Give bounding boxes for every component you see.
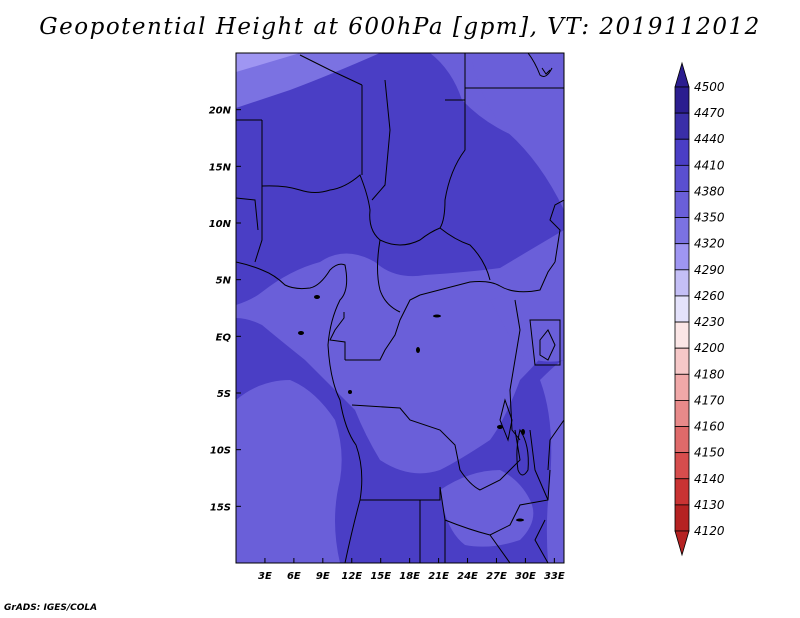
y-tick-label: 15N [209,162,232,173]
colorbar-label: 4440 [694,132,725,146]
grads-credit: GrADS: IGES/COLA [4,603,98,613]
colorbar-swatch [674,400,690,427]
map-frame [235,52,565,564]
band-4380-central [236,230,564,474]
colorbar-swatch [674,321,690,349]
band-4380-southeast [440,470,534,547]
y-tick-label: 5N [216,276,232,287]
y-tick-label: EQ [216,332,232,343]
colorbar-label: 4380 [694,184,725,198]
colorbar-swatch [674,373,690,401]
band-4380-southwest [236,380,342,563]
colorbar: 4500 4470 4440 4410 4380 4350 4320 4290 4260 4230… [674,61,725,557]
colorbar-label: 4130 [694,498,725,512]
colorbar-label: 4160 [694,420,725,434]
colorbar-swatch [674,347,690,375]
colorbar-swatch [674,164,690,192]
colorbar-label: 4500 [694,80,725,94]
band-4380-east [490,290,564,362]
colorbar-label: 4230 [694,315,725,329]
y-tick-label: 10S [210,446,231,457]
colorbar-label: 4290 [694,263,725,277]
colorbar-swatch [674,452,690,480]
colorbar-label: 4150 [694,446,725,460]
colorbar-swatch [674,504,690,532]
x-tick-label: 30E [515,571,536,582]
contour-fill [236,53,564,563]
y-axis-ticks: 20N 15N 10N 5N EQ 5S 10S 15S [209,106,241,513]
colorbar-label: 4470 [694,106,725,120]
colorbar-label: 4410 [694,158,725,172]
x-tick-label: 9E [316,571,330,582]
band-4320-northwest [236,53,300,72]
colorbar-bottom-arrow [674,530,690,557]
x-tick-label: 21E [428,571,449,582]
x-axis-ticks: 3E 6E 9E 12E 15E 18E 21E 24E 27E 30E 33E [258,558,565,582]
colorbar-swatch [674,478,690,506]
y-tick-label: 10N [209,219,232,230]
x-tick-label: 12E [341,571,362,582]
colorbar-label: 4180 [694,367,725,381]
colorbar-label: 4120 [694,524,725,538]
colorbar-label: 4140 [694,472,725,486]
y-tick-label: 5S [217,389,231,400]
x-tick-label: 3E [258,571,272,582]
x-tick-label: 33E [544,571,565,582]
colorbar-label: 4350 [694,211,725,225]
lakes [298,295,525,522]
colorbar-swatch [674,86,690,114]
x-tick-label: 15E [370,571,391,582]
colorbar-swatch [674,138,690,166]
band-4380-south-strip [540,360,564,563]
colorbar-swatch [674,426,690,454]
x-tick-label: 24E [457,571,478,582]
colorbar-swatch [674,112,690,140]
colorbar-swatch [674,217,690,245]
colorbar-label: 4260 [694,289,725,303]
colorbar-swatch [674,191,690,218]
colorbar-label: 4200 [694,341,725,355]
band-4350-northwest [236,53,380,108]
colorbar-label: 4170 [694,393,725,407]
x-tick-label: 18E [399,571,420,582]
colorbar-swatch [674,243,690,271]
y-tick-label: 20N [209,106,232,117]
colorbar-top-arrow [674,61,690,88]
colorbar-swatch [674,295,690,323]
band-4380-northeast [470,53,564,210]
colorbar-label: 4320 [694,237,725,251]
colorbar-swatch [674,269,690,297]
x-tick-label: 27E [486,571,507,582]
country-borders [236,53,564,563]
y-tick-label: 15S [210,502,231,513]
map-title: Geopotential Height at 600hPa [gpm], VT:… [39,14,761,40]
x-tick-label: 6E [287,571,301,582]
